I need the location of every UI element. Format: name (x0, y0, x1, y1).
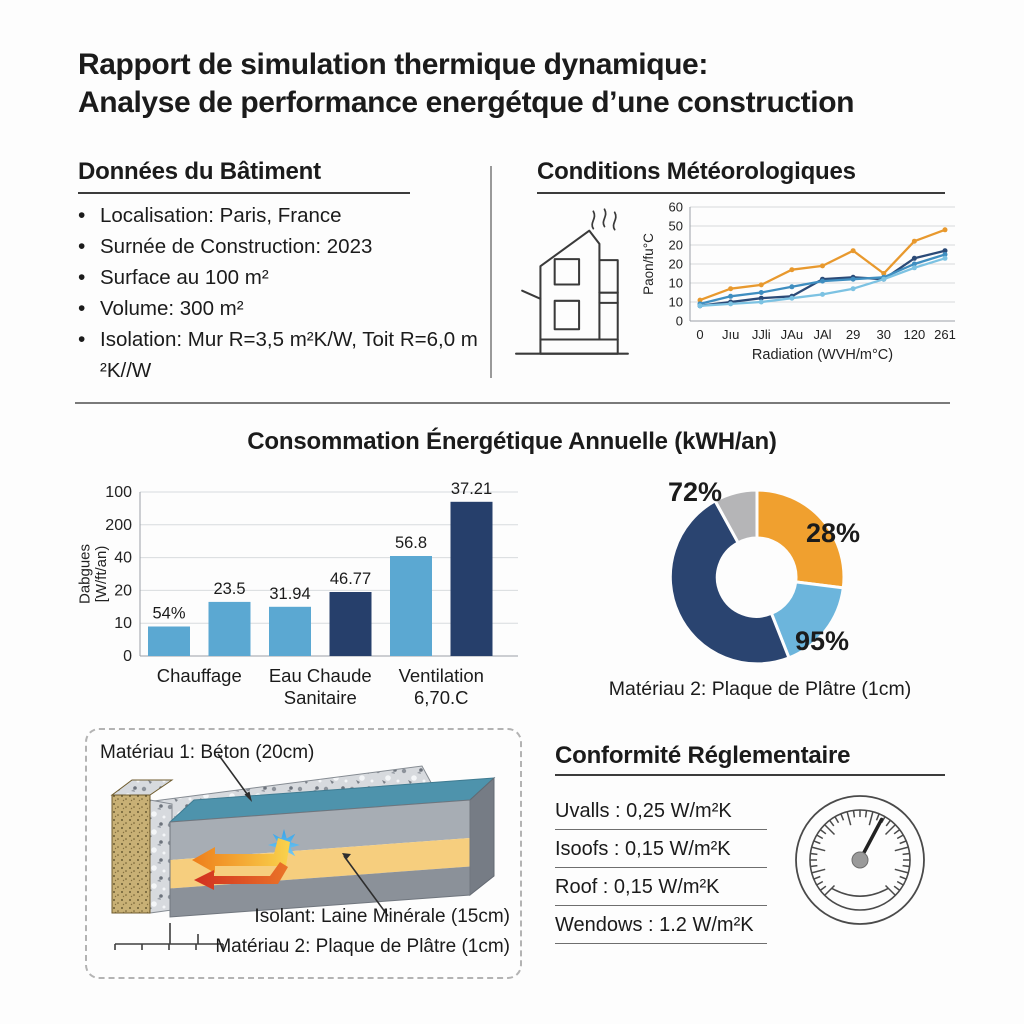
svg-text:JAu: JAu (781, 327, 803, 342)
svg-text:Sanitaire: Sanitaire (284, 687, 357, 708)
compliance-section-heading: Conformité Réglementaire (555, 742, 851, 769)
svg-text:0: 0 (696, 327, 703, 342)
building-heading-rule (78, 192, 410, 194)
svg-text:56.8: 56.8 (395, 534, 427, 552)
svg-text:6,70.C: 6,70.C (414, 687, 469, 708)
compliance-row-windows: Wendows : 1.2 W/m²K (555, 914, 754, 936)
section-vertical-divider (490, 166, 492, 378)
heat-arrow-orange (192, 838, 290, 873)
inner-gray-layer (170, 866, 470, 917)
svg-text:Chauffage: Chauffage (157, 665, 242, 686)
consumption-section-heading: Consommation Énergétique Annuelle (kWH/a… (247, 428, 777, 455)
materials-donut-chart (668, 488, 846, 666)
svg-text:100: 100 (105, 484, 132, 501)
compliance-row-isoofs: Isoofs : 0,15 W/m²K (555, 838, 731, 860)
compliance-row-roof: Roof : 0,15 W/m²K (555, 876, 720, 898)
compliance-row-walls: Uvalls : 0,25 W/m²K (555, 800, 732, 822)
svg-text:200: 200 (105, 517, 132, 534)
svg-text:20: 20 (669, 238, 683, 253)
svg-text:JAl: JAl (813, 327, 831, 342)
building-item-volume: Volume: 300 m² (78, 293, 488, 324)
annotation-pointers (217, 753, 389, 917)
svg-text:30: 30 (877, 327, 891, 342)
svg-text:50: 50 (669, 219, 683, 234)
svg-text:40: 40 (114, 550, 132, 567)
svg-text:20: 20 (114, 582, 132, 599)
building-item-year: Surnée de Construction: 2023 (78, 231, 488, 262)
svg-text:Radiation (WVH/m°C): Radiation (WVH/m°C) (752, 347, 893, 363)
insulation-layer (170, 838, 470, 889)
compliance-heading-rule (555, 774, 945, 776)
building-item-location: Localisation: Paris, France (78, 200, 488, 231)
scale-ruler (114, 923, 224, 950)
svg-text:0: 0 (676, 314, 683, 329)
svg-text:31.94: 31.94 (269, 585, 310, 603)
house-icon (515, 208, 629, 355)
slab-front-outline (169, 799, 471, 918)
svg-text:Jıu: Jıu (722, 327, 739, 342)
donut-label-gray: 72% (668, 477, 723, 507)
page-title-line1: Rapport de simulation thermique dynamiqu… (78, 48, 708, 81)
insulation-label: Isolant: Laine Minérale (15cm) (254, 906, 510, 927)
building-item-insulation: Isolation: Mur R=3,5 m²K/W, Toit R=6,0 m… (78, 324, 488, 386)
gauge-icon (795, 795, 925, 925)
building-item-surface: Surface au 100 m² (78, 262, 488, 293)
heat-arrow-red (194, 862, 288, 890)
building-data-list: Localisation: Paris, France Surnée de Co… (78, 200, 488, 386)
svg-text:37.21: 37.21 (451, 480, 492, 498)
svg-text:46.77: 46.77 (330, 570, 371, 588)
weather-section-heading: Conditions Météorologiques (537, 158, 856, 185)
svg-text:Ventilation: Ventilation (399, 665, 484, 686)
plaster-layer (170, 800, 470, 860)
page-title-line2: Analyse de performance energétque d’une … (78, 86, 855, 119)
svg-text:0: 0 (123, 648, 132, 665)
wall-assembly-illustration (110, 753, 496, 950)
weather-heading-rule (537, 192, 945, 194)
material2-label: Matériau 2: Plaque de Plâtre (1cm) (215, 936, 510, 957)
svg-text:Dabgues[W/ft/an): Dabgues[W/ft/an) (78, 544, 110, 604)
compliance-rule-1 (555, 829, 767, 830)
heat-waves-icon (591, 208, 617, 231)
svg-text:23.5: 23.5 (213, 580, 245, 598)
compliance-rule-2 (555, 867, 767, 868)
weather-line-chart: 0 10 10 20 20 50 60 0 Jıu JJli JAu JAl 29 30 120 261 Rad… (641, 200, 956, 364)
svg-text:54%: 54% (152, 605, 185, 623)
compliance-rule-4 (555, 943, 767, 944)
svg-text:120: 120 (904, 327, 926, 342)
main-horizontal-divider (75, 402, 950, 404)
end-block-top (110, 779, 174, 796)
donut-caption: Matériau 2: Plaque de Plâtre (1cm) (608, 678, 912, 700)
svg-text:20: 20 (669, 257, 683, 272)
end-block-front (111, 794, 151, 914)
consumption-bar-chart: 0 10 20 40 200 100 54% 23.5 31.94 46.77 56.8 37.21 C… (78, 480, 518, 708)
donut-label-orange: 28% (806, 518, 861, 548)
svg-text:60: 60 (669, 200, 683, 215)
svg-text:10: 10 (669, 295, 683, 310)
svg-text:29: 29 (846, 327, 860, 342)
materials-panel (85, 728, 522, 979)
building-section-heading: Données du Bâtiment (78, 158, 321, 185)
svg-text:261: 261 (934, 327, 956, 342)
svg-text:10: 10 (114, 615, 132, 632)
compliance-rule-3 (555, 905, 767, 906)
svg-text:10: 10 (669, 276, 683, 291)
material1-label: Matériau 1: Béton (20cm) (100, 742, 315, 763)
svg-text:Eau Chaude: Eau Chaude (269, 665, 372, 686)
svg-text:Paon/fu°C: Paon/fu°C (641, 233, 656, 295)
donut-label-blue: 95% (795, 626, 850, 656)
concrete-layer-edge (149, 799, 173, 914)
svg-text:JJli: JJli (752, 327, 771, 342)
page-title: Rapport de simulation thermique dynamiqu… (78, 46, 958, 122)
